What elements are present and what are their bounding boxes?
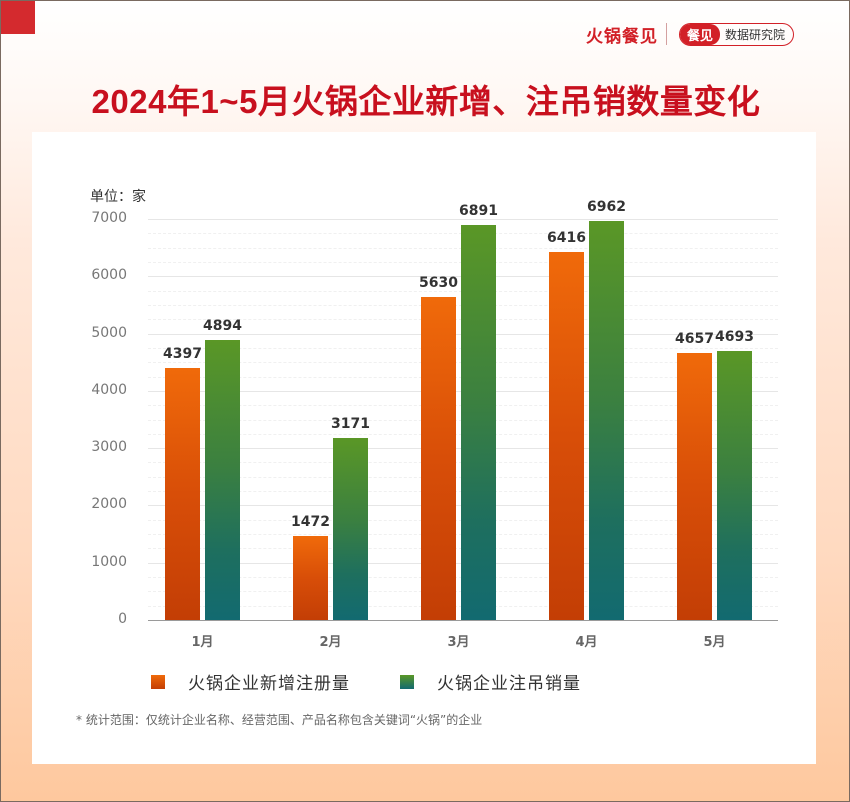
legend-label: 火锅企业注吊销量 xyxy=(437,674,581,694)
bar-cancellations xyxy=(461,225,496,620)
chart-legend: 火锅企业新增注册量 火锅企业注吊销量 xyxy=(151,669,581,694)
y-tick-label: 1000 xyxy=(91,554,127,570)
y-axis-unit-label: 单位：家 xyxy=(90,189,146,205)
x-axis-line xyxy=(148,620,778,621)
y-tick-label: 0 xyxy=(118,611,127,627)
y-tick-label: 2000 xyxy=(91,496,127,512)
legend-item-cancellations: 火锅企业注吊销量 xyxy=(400,669,581,694)
bar-new-registrations xyxy=(165,368,200,620)
footnote: * 统计范围：仅统计企业名称、经营范围、产品名称包含关键词“火锅”的企业 xyxy=(76,713,483,727)
brand-badge: 餐见 数据研究院 xyxy=(679,22,795,46)
legend-swatch-orange xyxy=(151,674,165,689)
bar-new-registrations xyxy=(293,536,328,620)
bar-value-label: 6891 xyxy=(459,203,498,219)
x-tick-label: 1月 xyxy=(191,635,214,650)
bar-value-label: 3171 xyxy=(331,416,370,432)
chart-title: 2024年1~5月火锅企业新增、注吊销数量变化 xyxy=(91,83,761,120)
gridline-major xyxy=(148,219,778,220)
legend-label: 火锅企业新增注册量 xyxy=(188,674,350,694)
y-tick-label: 6000 xyxy=(91,267,127,283)
corner-accent xyxy=(1,1,35,34)
bar-value-label: 4397 xyxy=(163,346,202,362)
x-tick-label: 2月 xyxy=(319,635,342,650)
legend-swatch-green xyxy=(400,674,414,689)
y-tick-label: 5000 xyxy=(91,325,127,341)
bar-value-label: 6962 xyxy=(587,199,626,215)
bar-value-label: 1472 xyxy=(291,514,330,530)
x-tick-label: 5月 xyxy=(703,635,726,650)
bar-new-registrations xyxy=(421,297,456,620)
bar-cancellations xyxy=(333,438,368,620)
bar-value-label: 4894 xyxy=(203,318,242,334)
bar-value-label: 6416 xyxy=(547,230,586,246)
brand-divider xyxy=(666,23,667,45)
legend-item-new-registrations: 火锅企业新增注册量 xyxy=(151,669,350,694)
brand-badge-primary: 餐见 xyxy=(680,23,721,45)
bar-new-registrations xyxy=(677,353,712,620)
bar-value-label: 4657 xyxy=(675,331,714,347)
bar-value-label: 5630 xyxy=(419,275,458,291)
x-tick-label: 3月 xyxy=(447,635,470,650)
bar-cancellations xyxy=(589,221,624,620)
x-tick-label: 4月 xyxy=(575,635,598,650)
bar-value-label: 4693 xyxy=(715,329,754,345)
brand-name: 火锅餐见 xyxy=(586,26,658,47)
y-tick-label: 7000 xyxy=(91,210,127,226)
y-tick-label: 3000 xyxy=(91,439,127,455)
y-tick-label: 4000 xyxy=(91,382,127,398)
brand-header: 火锅餐见 餐见 数据研究院 xyxy=(586,22,795,47)
brand-badge-secondary: 数据研究院 xyxy=(725,27,786,42)
bar-cancellations xyxy=(205,340,240,620)
bar-cancellations xyxy=(717,351,752,620)
bar-new-registrations xyxy=(549,252,584,620)
